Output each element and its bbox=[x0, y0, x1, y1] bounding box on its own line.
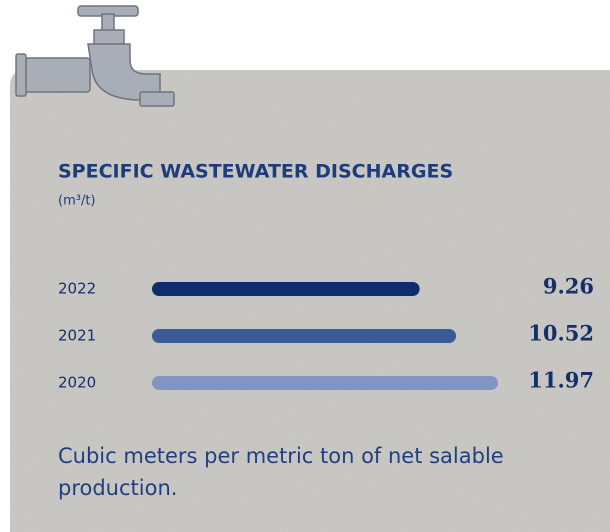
chart-title: SPECIFIC WASTEWATER DISCHARGES bbox=[58, 161, 453, 183]
card-texture bbox=[10, 70, 610, 532]
bar bbox=[152, 329, 457, 343]
value-label: 11.97 bbox=[528, 368, 594, 393]
chart-subtitle: (m³/t) bbox=[58, 194, 96, 209]
value-label: 10.52 bbox=[528, 321, 594, 346]
note: Cubic meters per metric ton of net salab… bbox=[58, 444, 504, 500]
bar bbox=[152, 282, 420, 296]
bar bbox=[152, 376, 498, 390]
category-label: 2022 bbox=[58, 280, 96, 298]
value-label: 9.26 bbox=[543, 274, 594, 299]
category-label: 2020 bbox=[58, 374, 96, 392]
faucet-icon bbox=[15, 5, 175, 107]
category-label: 2021 bbox=[58, 327, 96, 345]
